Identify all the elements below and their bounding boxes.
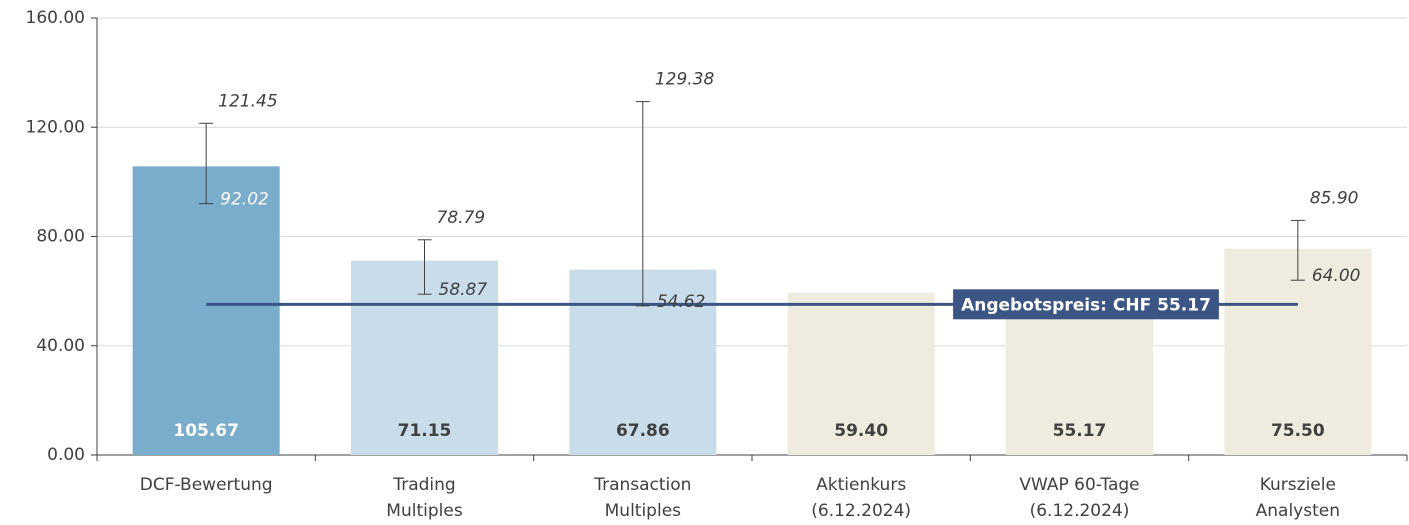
bar bbox=[1224, 248, 1372, 455]
y-tick-label: 40.00 bbox=[36, 336, 85, 356]
value-label: 59.40 bbox=[834, 421, 888, 441]
x-tick-label: Aktienkurs bbox=[816, 475, 906, 495]
x-tick-label: Trading bbox=[392, 475, 455, 495]
reference-label-box bbox=[953, 289, 1219, 320]
y-tick-label: 80.00 bbox=[36, 227, 85, 247]
x-tick-label: Multiples bbox=[605, 501, 682, 521]
error-low-label: 54.62 bbox=[657, 292, 706, 312]
bar bbox=[132, 166, 280, 456]
bar bbox=[787, 292, 935, 455]
y-tick-label: 0.00 bbox=[47, 445, 85, 465]
x-tick-label: (6.12.2024) bbox=[1030, 501, 1130, 521]
x-tick-label: Transaction bbox=[593, 475, 691, 495]
error-low-label: 64.00 bbox=[1312, 266, 1361, 286]
value-label: 55.17 bbox=[1053, 421, 1107, 441]
x-tick-label: DCF-Bewertung bbox=[140, 475, 273, 495]
value-label: 67.86 bbox=[616, 421, 670, 441]
error-high-label: 129.38 bbox=[655, 70, 715, 90]
reference-label: Angebotspreis: CHF 55.17 bbox=[961, 295, 1211, 315]
error-high-label: 78.79 bbox=[437, 208, 486, 228]
error-low-label: 92.02 bbox=[220, 190, 269, 210]
error-high-label: 121.45 bbox=[218, 91, 277, 111]
bar bbox=[1006, 304, 1153, 455]
value-label: 105.67 bbox=[173, 421, 239, 441]
x-tick-label: (6.12.2024) bbox=[811, 501, 911, 521]
x-tick-label: VWAP 60-Tage bbox=[1019, 475, 1139, 495]
x-tick-label: Multiples bbox=[386, 501, 463, 521]
x-tick-label: Analysten bbox=[1256, 501, 1340, 521]
error-low-label: 58.87 bbox=[439, 280, 488, 300]
y-tick-label: 120.00 bbox=[26, 117, 85, 137]
value-label: 75.50 bbox=[1271, 421, 1325, 441]
value-label: 71.15 bbox=[398, 421, 452, 441]
y-tick-label: 160.00 bbox=[26, 8, 85, 28]
x-tick-label: Kursziele bbox=[1260, 475, 1336, 495]
error-high-label: 85.90 bbox=[1310, 188, 1359, 208]
